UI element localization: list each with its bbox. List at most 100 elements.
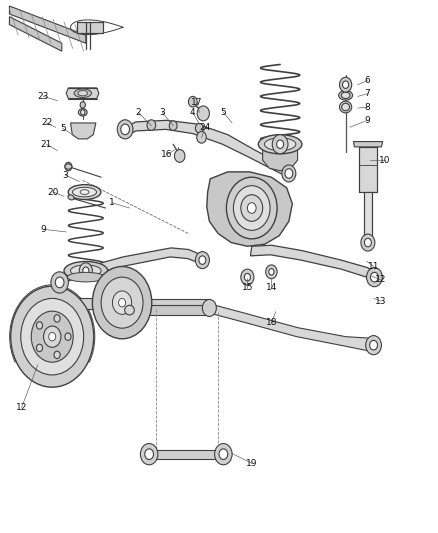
Text: 5: 5 [220, 108, 226, 117]
Ellipse shape [342, 103, 350, 111]
Circle shape [371, 272, 378, 282]
Text: 2: 2 [135, 108, 141, 117]
Text: 16: 16 [161, 150, 173, 159]
Text: 14: 14 [266, 283, 277, 292]
Circle shape [117, 120, 133, 139]
Circle shape [54, 351, 60, 359]
Polygon shape [364, 192, 372, 237]
Polygon shape [66, 88, 99, 99]
Ellipse shape [339, 101, 352, 113]
Circle shape [219, 449, 228, 459]
Ellipse shape [68, 184, 101, 199]
Circle shape [241, 195, 263, 221]
Polygon shape [71, 123, 96, 139]
Ellipse shape [80, 190, 89, 195]
Text: 3: 3 [63, 171, 68, 180]
Text: 1: 1 [109, 198, 115, 207]
Text: 7: 7 [364, 89, 370, 98]
Circle shape [199, 256, 206, 264]
Circle shape [83, 267, 89, 274]
Text: 5: 5 [60, 124, 66, 133]
Circle shape [80, 102, 85, 108]
Ellipse shape [205, 305, 215, 315]
Circle shape [145, 449, 153, 459]
Circle shape [215, 443, 232, 465]
Circle shape [147, 120, 155, 131]
Circle shape [113, 291, 132, 314]
Circle shape [81, 110, 85, 115]
Circle shape [282, 165, 296, 182]
Circle shape [370, 341, 378, 350]
Circle shape [51, 272, 68, 293]
Text: 15: 15 [242, 283, 253, 292]
Ellipse shape [65, 164, 72, 169]
Circle shape [277, 140, 284, 149]
Circle shape [195, 252, 209, 269]
Ellipse shape [74, 89, 92, 98]
Polygon shape [149, 300, 209, 310]
Circle shape [36, 344, 42, 352]
Text: 13: 13 [375, 296, 386, 305]
Ellipse shape [78, 91, 88, 96]
Text: 10: 10 [379, 156, 391, 165]
Text: 4: 4 [190, 108, 196, 117]
Circle shape [36, 322, 42, 329]
Text: 9: 9 [41, 225, 46, 234]
Circle shape [226, 177, 277, 239]
Circle shape [195, 124, 203, 133]
Polygon shape [130, 305, 210, 316]
Ellipse shape [265, 138, 296, 151]
Text: 24: 24 [199, 123, 211, 132]
Circle shape [92, 266, 152, 339]
Ellipse shape [71, 265, 101, 277]
Circle shape [266, 265, 277, 279]
Polygon shape [149, 450, 223, 459]
Circle shape [11, 286, 94, 387]
Circle shape [21, 298, 84, 375]
Polygon shape [77, 22, 103, 33]
Circle shape [233, 185, 270, 230]
Circle shape [241, 269, 254, 285]
Circle shape [65, 333, 71, 341]
Text: 3: 3 [159, 108, 165, 117]
Circle shape [169, 121, 177, 131]
Ellipse shape [73, 187, 96, 197]
Polygon shape [10, 6, 86, 43]
Circle shape [285, 168, 293, 178]
Circle shape [101, 277, 143, 328]
Circle shape [43, 326, 61, 348]
Polygon shape [123, 120, 291, 177]
Polygon shape [359, 147, 377, 192]
Text: 12: 12 [16, 403, 27, 412]
Circle shape [197, 106, 209, 121]
Circle shape [339, 77, 352, 92]
Text: 11: 11 [368, 262, 380, 271]
Circle shape [197, 132, 206, 143]
Circle shape [65, 163, 72, 171]
Circle shape [31, 311, 73, 362]
Ellipse shape [64, 262, 108, 280]
Ellipse shape [78, 109, 87, 116]
Text: 23: 23 [38, 92, 49, 101]
Ellipse shape [258, 135, 302, 154]
Circle shape [49, 333, 56, 341]
Circle shape [141, 443, 158, 465]
Circle shape [364, 238, 371, 247]
Polygon shape [57, 248, 204, 287]
Circle shape [244, 273, 251, 281]
Circle shape [202, 300, 216, 317]
Polygon shape [207, 172, 292, 246]
Ellipse shape [125, 305, 134, 315]
Ellipse shape [341, 92, 350, 99]
Ellipse shape [339, 91, 353, 100]
Circle shape [54, 315, 60, 322]
Polygon shape [10, 17, 62, 51]
Text: 8: 8 [364, 102, 370, 111]
Ellipse shape [67, 272, 104, 282]
Text: 21: 21 [41, 140, 52, 149]
Text: 6: 6 [364, 76, 370, 85]
Circle shape [272, 135, 288, 154]
Circle shape [367, 268, 382, 287]
Text: 19: 19 [246, 459, 258, 467]
Polygon shape [251, 245, 375, 281]
